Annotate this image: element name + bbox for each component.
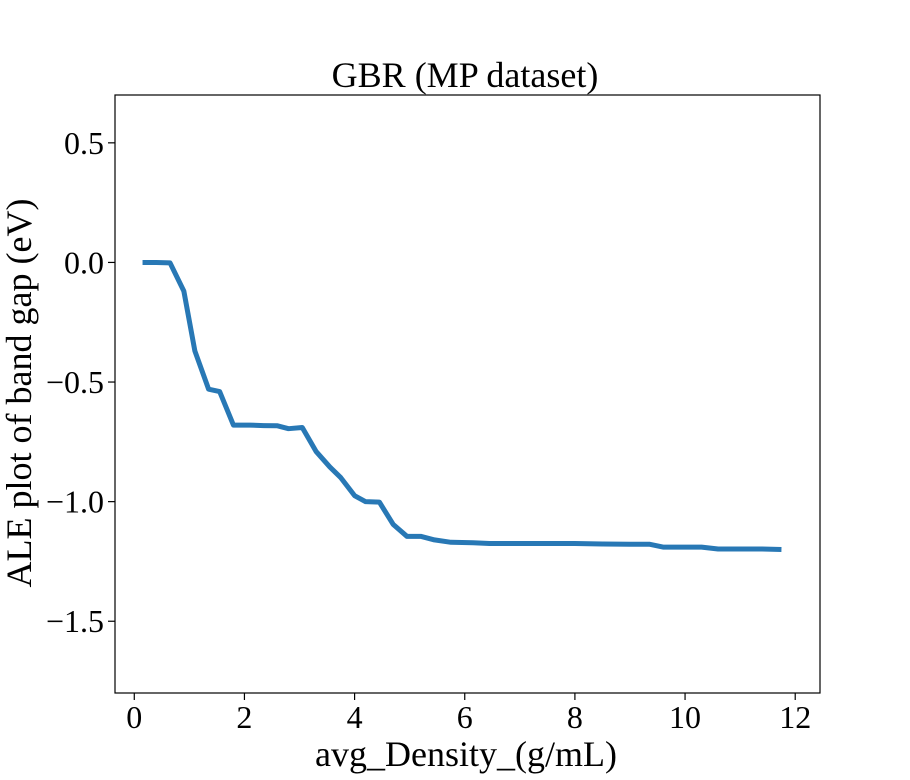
series-line — [142, 259, 782, 552]
x-tick-label: 2 — [236, 699, 252, 735]
x-tick-label: 6 — [457, 699, 473, 735]
plot-frame — [114, 94, 821, 694]
y-tick-label: −1.0 — [46, 484, 104, 520]
y-tick-label: −1.5 — [46, 603, 104, 639]
y-tick-label: −0.5 — [46, 364, 104, 400]
x-tick-label: 4 — [347, 699, 363, 735]
x-tick-label: 8 — [567, 699, 583, 735]
y-tick-label: 0.5 — [64, 125, 104, 161]
y-axis-label: ALE plot of band gap (eV) — [0, 199, 39, 588]
axis-ticks: 0 2 4 6 8 10 12 0.5 0.0 −0.5 −1.0 −1.5 — [46, 125, 811, 735]
x-axis-label: avg_Density_(g/mL) — [315, 734, 617, 774]
y-tick-label: 0.0 — [64, 244, 104, 280]
x-tick-label: 10 — [669, 699, 701, 735]
chart-title: GBR (MP dataset) — [332, 55, 599, 95]
x-tick-label: 12 — [779, 699, 811, 735]
x-tick-label: 0 — [126, 699, 142, 735]
